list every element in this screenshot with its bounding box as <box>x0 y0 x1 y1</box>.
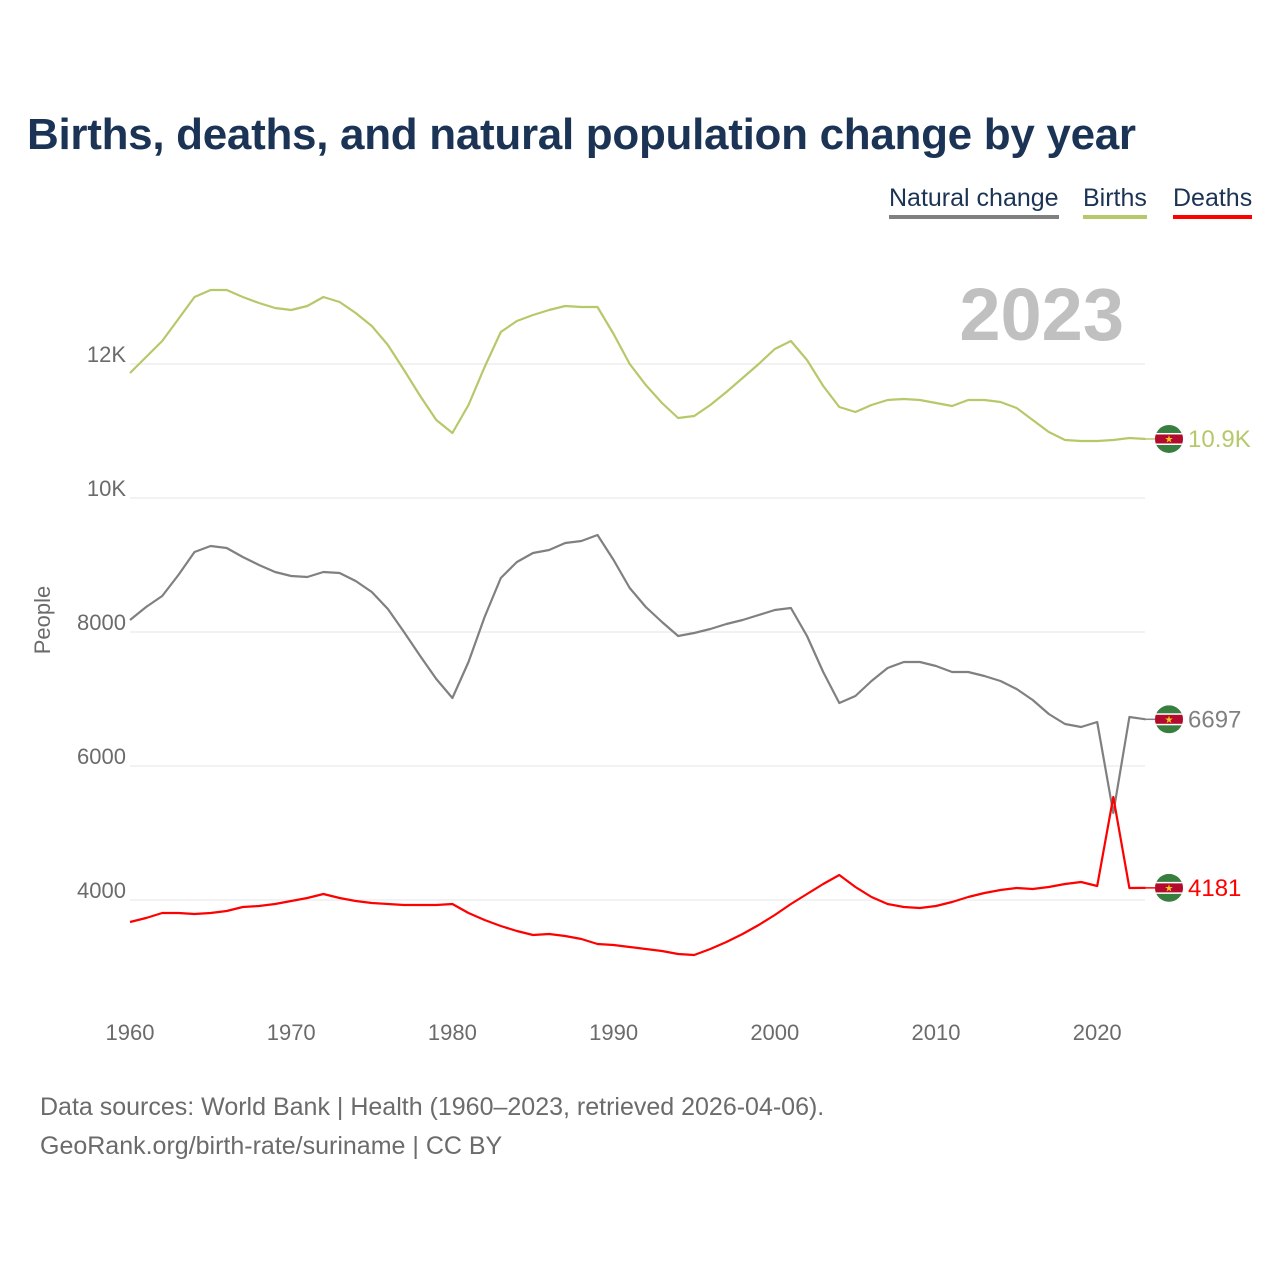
flag-suriname: ★ <box>1155 873 1183 902</box>
x-tick-label: 2010 <box>912 1020 961 1045</box>
flag-icon: ★ <box>1155 424 1183 453</box>
flag-red <box>1155 434 1183 444</box>
data-source-text: Data sources: World Bank | Health (1960–… <box>40 1093 825 1121</box>
y-tick-label: 10K <box>87 476 126 501</box>
year-label: 2023 <box>959 273 1124 356</box>
y-tick-label: 12K <box>87 342 126 367</box>
series-line-natural-change <box>129 533 1146 815</box>
x-tick-label: 1980 <box>428 1020 477 1045</box>
legend-deaths[interactable]: Deaths <box>1173 184 1253 219</box>
y-tick-label: 4000 <box>77 878 126 903</box>
end-value-label: 4181 <box>1188 875 1241 902</box>
series-line-deaths <box>129 795 1146 957</box>
x-tick-label: 1960 <box>106 1020 155 1045</box>
chart-title: Births, deaths, and natural population c… <box>27 110 1136 159</box>
legend-births[interactable]: Births <box>1083 184 1147 219</box>
end-value-label: 6697 <box>1188 706 1241 733</box>
y-axis-label: People <box>30 586 55 655</box>
flag-red <box>1155 714 1183 724</box>
line-chart: 4000 6000 8000 10K 12K 1960 1970 1980 1990 2000 20… <box>30 273 1251 1045</box>
legend-natural-change[interactable]: Natural change <box>889 184 1059 219</box>
flag-suriname: ★ <box>1155 424 1183 453</box>
x-tick-label: 2020 <box>1073 1020 1122 1045</box>
flag-star: ★ <box>1165 883 1174 894</box>
y-tick-label: 6000 <box>77 744 126 769</box>
flag-suriname: ★ <box>1155 705 1183 734</box>
x-tick-label: 1990 <box>589 1020 638 1045</box>
footer: Data sources: World Bank | Health (1960–… <box>40 1088 824 1166</box>
source-link[interactable]: GeoRank.org/birth-rate/suriname | CC BY <box>40 1132 503 1160</box>
x-tick-label: 1970 <box>267 1020 316 1045</box>
flag-icon: ★ <box>1155 873 1183 902</box>
series-line-births <box>129 288 1146 443</box>
x-tick-label: 2000 <box>750 1020 799 1045</box>
y-tick-label: 8000 <box>77 610 126 635</box>
end-value-label: 10.9K <box>1188 426 1251 453</box>
flag-star: ★ <box>1165 434 1174 445</box>
flag-star: ★ <box>1165 715 1174 726</box>
flag-icon: ★ <box>1155 705 1183 734</box>
flag-red <box>1155 883 1183 893</box>
